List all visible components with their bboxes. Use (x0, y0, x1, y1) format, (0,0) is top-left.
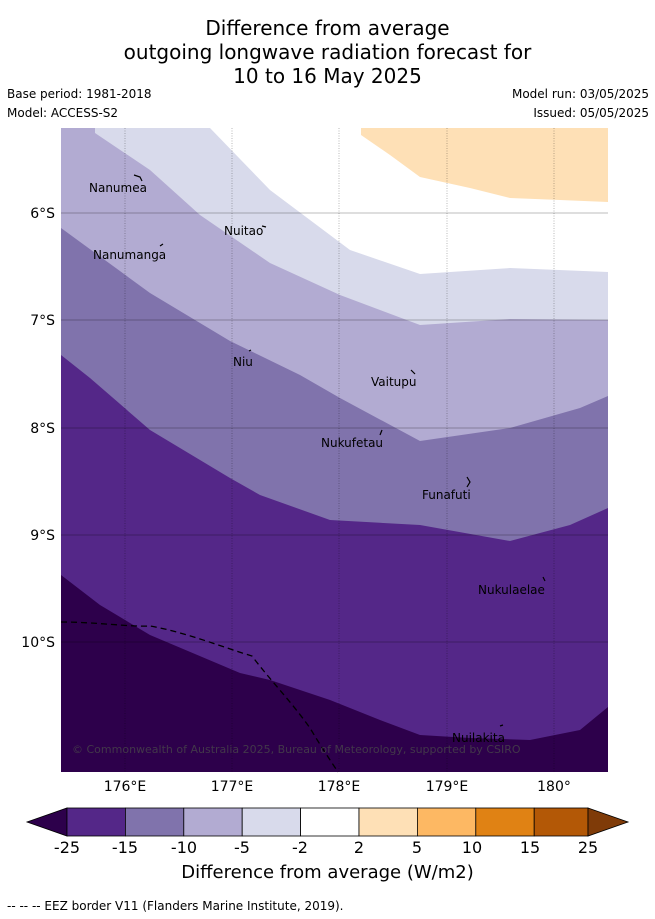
island-nuilakita-shape (499, 724, 504, 727)
colorbar-tick-label: -10 (171, 838, 197, 857)
model-label: Model: ACCESS-S2 (7, 106, 119, 120)
lat-tick-label: 9°S (30, 528, 55, 544)
title-line-3: 10 to 16 May 2025 (233, 64, 422, 88)
lat-tick-labels: 6°S 7°S 8°S 9°S 10°S (21, 206, 55, 651)
island-nukufetau-shape (379, 429, 383, 436)
colorbar-segment (183, 807, 243, 837)
place-label-nanumanga: Nanumanga (93, 248, 166, 262)
colorbar-segment (533, 807, 589, 837)
lat-tick-label: 8°S (30, 421, 55, 437)
colorbar-tick-label: -25 (54, 838, 80, 857)
colorbar-tick-label: 25 (578, 838, 598, 857)
anomaly-fields (61, 128, 608, 772)
place-label-nanumea: Nanumea (89, 181, 147, 195)
colorbar (25, 807, 630, 837)
band-2-to-5 (361, 128, 608, 202)
island-nanumea-shape (133, 174, 143, 182)
place-label-funafuti: Funafuti (422, 488, 471, 502)
issued-label: Issued: 05/05/2025 (533, 106, 649, 120)
lat-tick-label: 6°S (30, 206, 55, 222)
colorbar-tick-label: -2 (292, 838, 308, 857)
island-niu-shape (248, 349, 252, 352)
lon-tick-label: 176°E (104, 779, 147, 795)
colorbar-segment (300, 807, 360, 837)
lon-tick-label: 177°E (211, 779, 254, 795)
lon-tick-label: 180° (537, 779, 571, 795)
island-nuitao-shape (261, 225, 267, 228)
place-label-niu: Niu (233, 355, 253, 369)
lon-tick-label: 178°E (318, 779, 361, 795)
colorbar-tick-label: -15 (112, 838, 138, 857)
colorbar-segment (241, 807, 301, 837)
lat-tick-label: 7°S (30, 313, 55, 329)
colorbar-segment (416, 807, 477, 837)
colorbar-segment (358, 807, 418, 837)
base-period-label: Base period: 1981-2018 (7, 87, 152, 101)
place-label-nuitao: Nuitao (224, 224, 263, 238)
lat-tick-label: 10°S (21, 635, 55, 651)
copyright-notice: © Commonwealth of Australia 2025, Bureau… (72, 743, 521, 756)
island-vaitupu-shape (410, 369, 416, 375)
colorbar-tick-label: 2 (354, 838, 364, 857)
eez-border-line (60, 621, 339, 773)
model-run-label: Model run: 03/05/2025 (511, 87, 649, 101)
island-nanumanga-shape (159, 243, 164, 247)
colorbar-extend-low (25, 807, 68, 837)
island-nukulaelae-shape (542, 576, 546, 582)
colorbar-segment (125, 807, 185, 837)
island-funafuti-shape (466, 476, 471, 488)
chart-title: Difference from average outgoing longwav… (0, 16, 655, 88)
colorbar-title: Difference from average (W/m2) (181, 862, 474, 883)
colorbar-tick-label: 15 (520, 838, 540, 857)
colorbar-segment (66, 807, 126, 837)
colorbar-tick-label: -5 (234, 838, 250, 857)
place-label-nuilakita: Nuilakita (452, 731, 505, 745)
place-label-nukufetau: Nukufetau (321, 436, 383, 450)
lon-tick-labels: 176°E 177°E 178°E 179°E 180° (104, 779, 571, 795)
place-label-nukulaelae: Nukulaelae (478, 583, 545, 597)
place-labels: Nanumea Nuitao Nanumanga Niu Vaitupu Nuk… (89, 181, 545, 745)
graticule (61, 128, 608, 772)
lon-tick-label: 179°E (426, 779, 469, 795)
title-line-1: Difference from average (205, 16, 450, 40)
colorbar-tick-label: 5 (412, 838, 422, 857)
colorbar-extend-high (587, 807, 630, 837)
colorbar-tick-labels: -25 -15 -10 -5 -2 2 5 10 15 25 (54, 838, 598, 857)
eez-footnote: -- -- -- EEZ border V11 (Flanders Marine… (7, 899, 344, 913)
colorbar-segment (475, 807, 535, 837)
land-and-eez (60, 174, 546, 773)
colorbar-tick-label: 10 (462, 838, 482, 857)
place-label-vaitupu: Vaitupu (371, 375, 417, 389)
title-line-2: outgoing longwave radiation forecast for (123, 40, 532, 64)
